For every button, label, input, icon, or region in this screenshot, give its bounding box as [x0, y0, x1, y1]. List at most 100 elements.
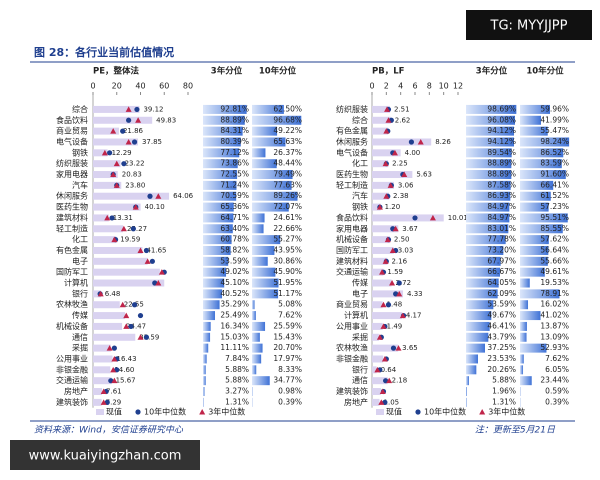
value-bar: [372, 377, 388, 385]
value-label: 2.62: [395, 116, 411, 124]
percentile-label: 23.44%: [540, 376, 569, 385]
median-marker: [399, 312, 406, 319]
percentile-label: 45.90%: [273, 267, 302, 276]
percentile-bar: [203, 170, 238, 180]
percentile-label: 41.99%: [540, 115, 569, 124]
percentile-bar: [520, 376, 532, 386]
percentile-bar: [520, 332, 527, 342]
value-bar: [93, 192, 170, 200]
percentile-bar: [203, 387, 205, 397]
percentile-label: 72.55%: [220, 170, 249, 179]
percentile-label: 59.96%: [540, 104, 569, 113]
legend-marker: [479, 409, 486, 415]
median-marker: [111, 355, 118, 362]
percentile-bar: [203, 104, 247, 114]
percentile-label: 73.20%: [487, 245, 516, 254]
percentile-label: 57.62%: [540, 235, 569, 244]
value-bar: [372, 322, 383, 330]
median-marker: [391, 149, 398, 156]
percentile-label: 98.69%: [487, 104, 516, 113]
percentile-label: 34.77%: [273, 376, 302, 385]
value-label: 14.60: [114, 366, 134, 374]
percentile-bar: [466, 321, 490, 331]
value-bar: [372, 203, 381, 211]
percentile-label: 77.12%: [220, 148, 249, 157]
percentile-bar: [203, 289, 223, 299]
percentile-label: 5.88%: [492, 376, 516, 385]
category-label: 传媒: [352, 278, 368, 288]
column-header: 10年分位: [526, 66, 564, 77]
value-label: 3.65: [402, 344, 418, 352]
percentile-bar: [466, 300, 494, 310]
percentile-label: 60.78%: [220, 235, 249, 244]
median-marker: [158, 269, 165, 275]
median-marker: [149, 258, 155, 264]
median-marker: [123, 323, 130, 329]
value-label: 15.67: [116, 377, 136, 385]
panel-title: PE，整体法: [93, 66, 140, 77]
median-marker: [379, 388, 386, 395]
percentile-label: 94.12%: [487, 126, 516, 135]
value-bar: [93, 322, 123, 330]
percentile-label: 23.53%: [487, 354, 516, 363]
percentile-bar: [520, 365, 524, 375]
value-label: 40.10: [145, 203, 165, 211]
legend-label: 10年中位数: [144, 407, 186, 417]
median-marker: [110, 366, 117, 373]
percentile-bar: [520, 300, 529, 310]
median-marker: [383, 128, 390, 134]
value-bar: [372, 105, 390, 113]
percentile-bar: [203, 235, 232, 245]
median-marker: [384, 236, 391, 243]
percentile-bar: [520, 115, 541, 125]
value-label: 2.51: [394, 105, 410, 113]
value-label: 20.83: [122, 171, 142, 179]
percentile-bar: [203, 213, 234, 223]
percentile-label: 24.61%: [273, 213, 302, 222]
value-label: 12.29: [112, 149, 132, 157]
percentile-bar: [520, 137, 570, 147]
value-bar: [93, 366, 111, 374]
category-label: 通信: [72, 332, 88, 342]
percentile-bar: [203, 191, 237, 201]
value-label: 1.05: [384, 398, 400, 406]
median-marker: [396, 280, 402, 286]
percentile-bar: [203, 202, 234, 212]
value-bar: [372, 225, 399, 233]
figure-title: 图 28：各行业当前估值情况: [34, 45, 174, 59]
median-marker: [132, 204, 139, 210]
x-tick-label: 8: [427, 82, 432, 91]
value-bar: [372, 181, 394, 189]
value-label: 3.03: [398, 246, 414, 254]
percentile-bar: [252, 180, 292, 190]
category-label: 公用事业: [336, 321, 368, 331]
column-header: 10年分位: [259, 66, 297, 77]
category-label: 化工: [72, 234, 88, 244]
percentile-label: 61.52%: [540, 191, 569, 200]
percentile-label: 58.82%: [220, 245, 249, 254]
value-bar: [93, 105, 140, 113]
percentile-bar: [203, 376, 206, 386]
percentile-label: 71.24%: [220, 180, 249, 189]
percentile-bar: [203, 126, 243, 136]
value-bar: [93, 149, 108, 157]
category-label: 传媒: [72, 310, 88, 320]
category-label: 家用电器: [56, 169, 88, 179]
percentile-bar: [466, 137, 515, 147]
category-label: 纺织服装: [336, 104, 368, 114]
median-marker: [389, 247, 396, 253]
percentile-label: 41.02%: [540, 311, 569, 320]
value-bar: [93, 116, 153, 124]
value-bar: [93, 377, 112, 385]
percentile-bar: [252, 191, 298, 201]
category-label: 计算机: [64, 278, 88, 288]
percentile-bar: [252, 245, 275, 255]
value-bar: [93, 301, 120, 309]
percentile-label: 72.07%: [273, 202, 302, 211]
median-marker: [155, 193, 162, 199]
percentile-label: 53.59%: [220, 256, 249, 265]
percentile-bar: [466, 159, 512, 169]
percentile-bar: [203, 354, 207, 364]
value-bar: [372, 149, 401, 157]
